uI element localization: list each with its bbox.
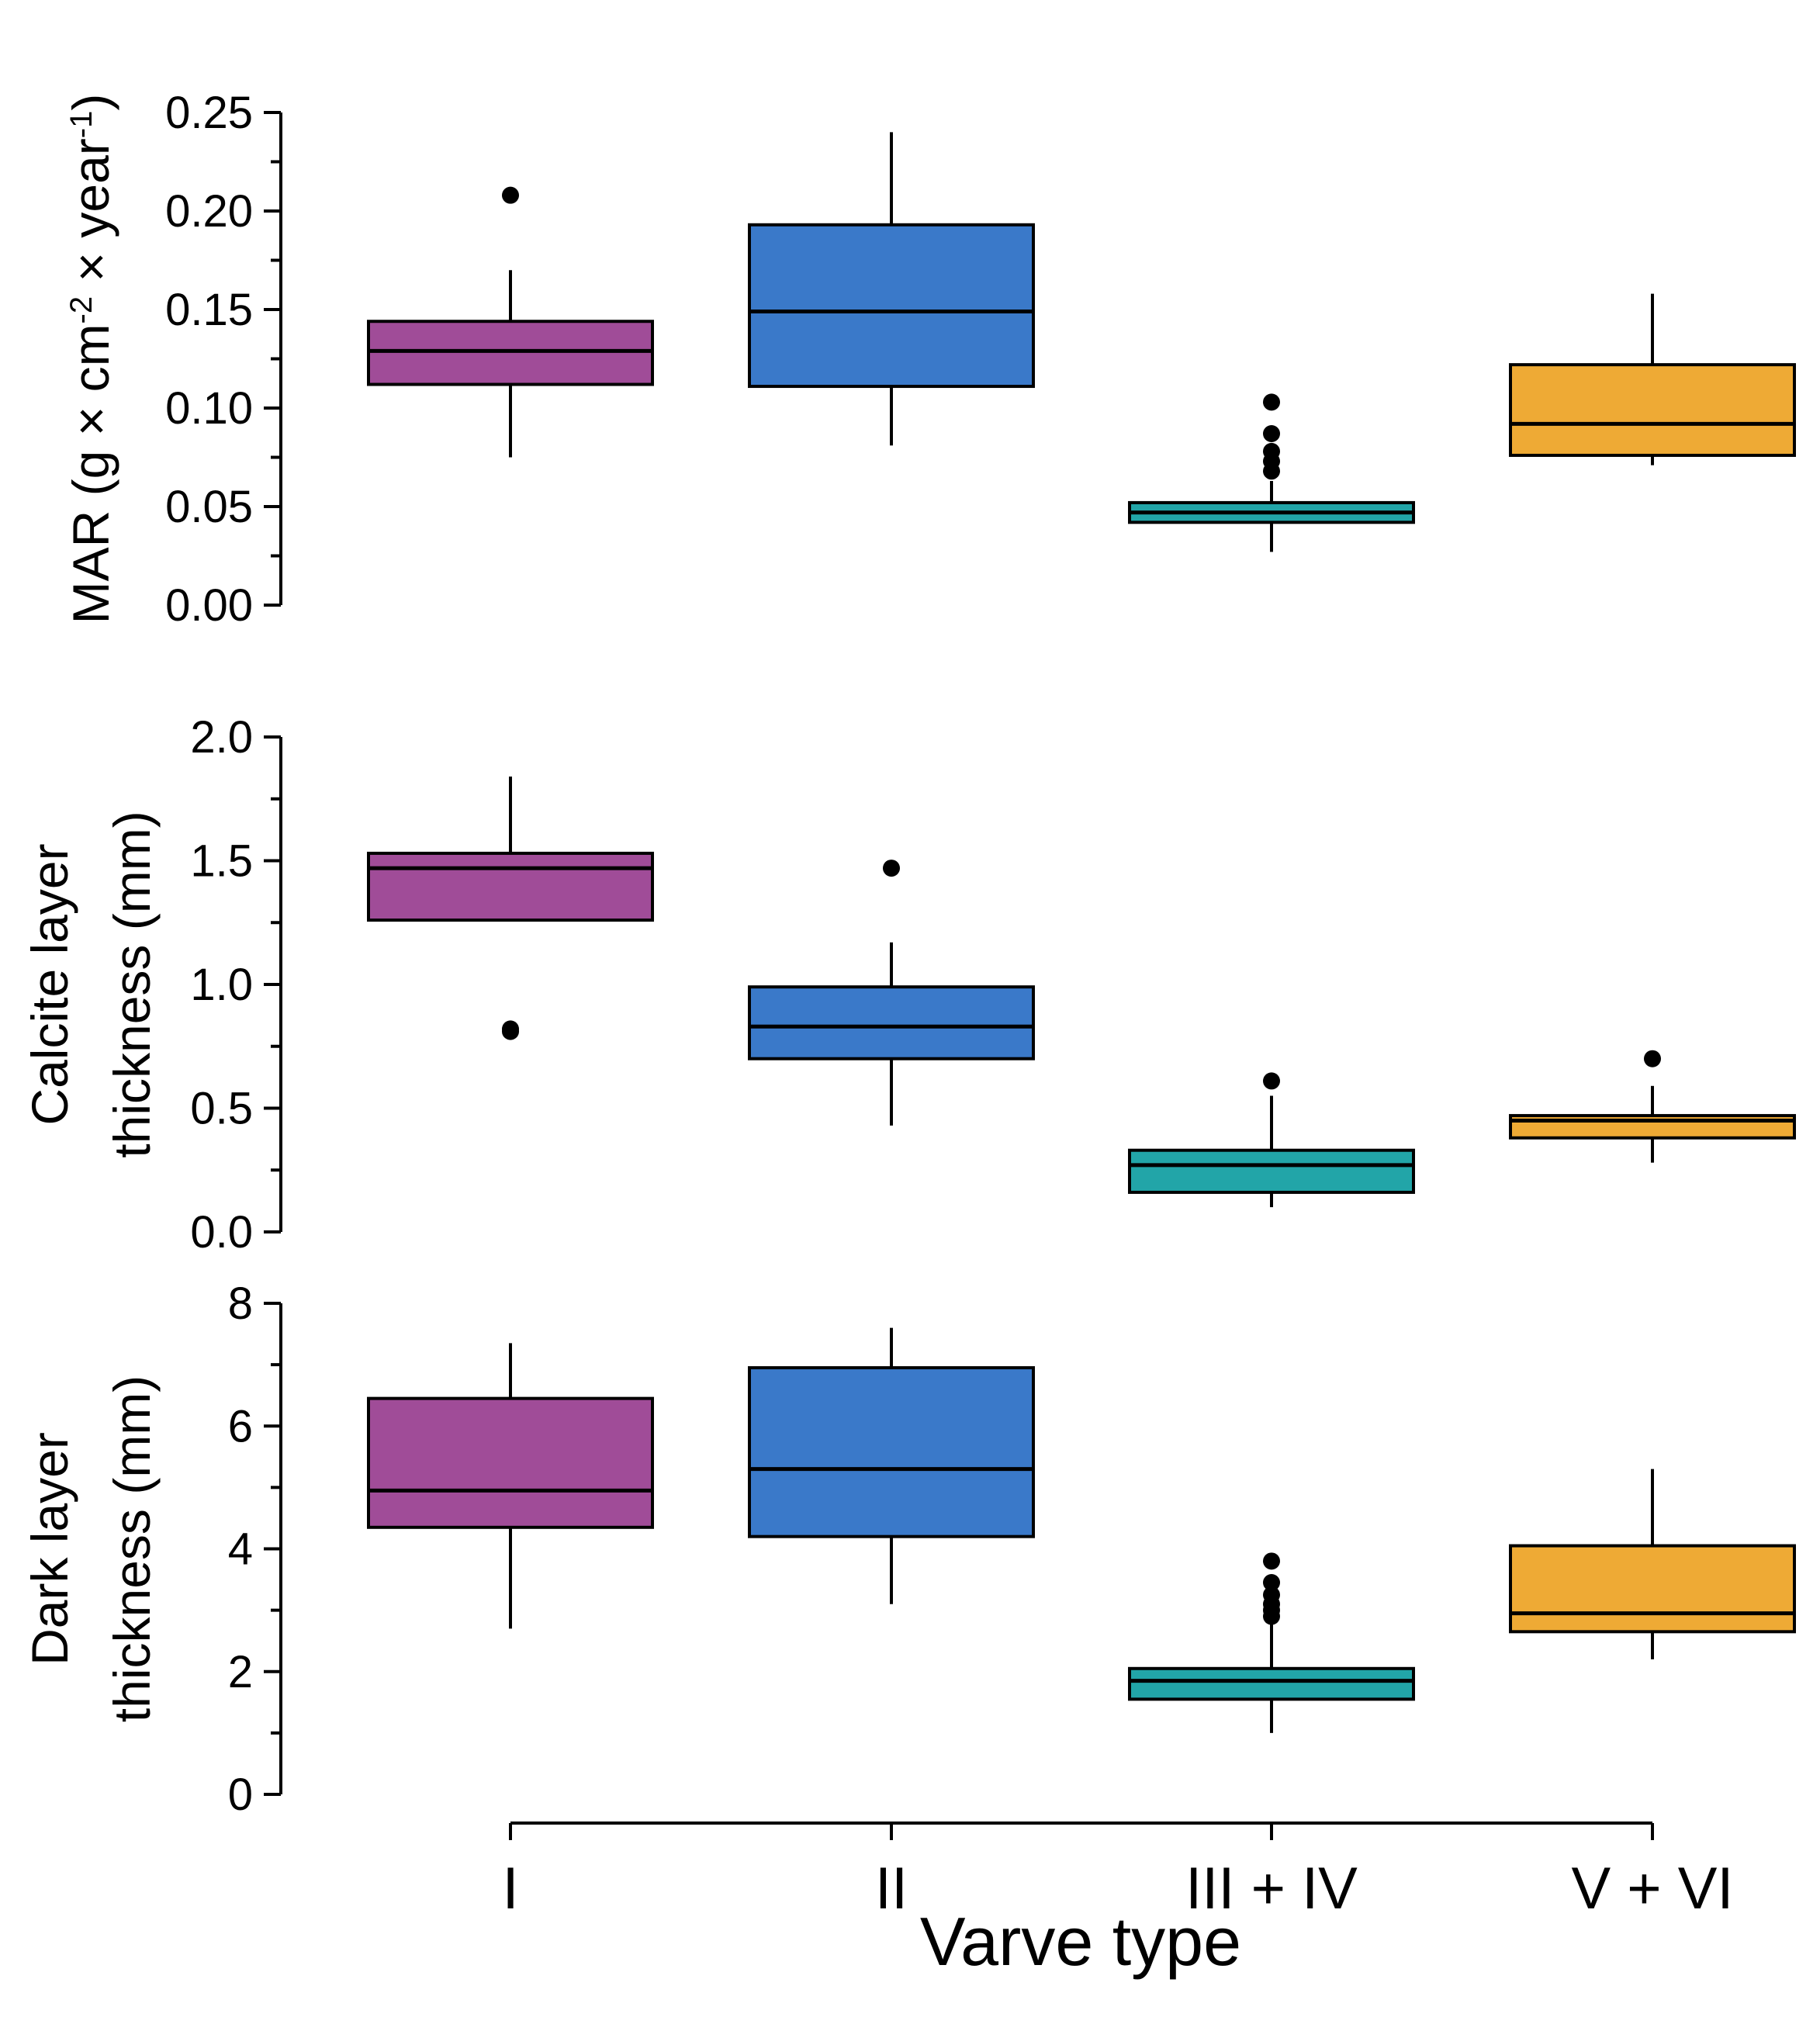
- box-dark-2: [1128, 1552, 1415, 1733]
- y-axis-label: MAR (g × cm-2 × year-1): [62, 94, 119, 624]
- box-dark-0: [367, 1343, 654, 1629]
- x-axis-title: Varve type: [920, 1903, 1241, 1980]
- y-axis-label: Calcite layer: [21, 843, 78, 1125]
- y-tick-label: 0.00: [165, 580, 253, 631]
- panel-calcite: 0.0 0.5 1.0 1.5 2.0 Calcite layer thickness (m…: [21, 712, 1796, 1258]
- box-mar-0: [367, 186, 654, 458]
- y-tick-label: 6: [228, 1401, 253, 1451]
- outlier-point: [502, 1020, 519, 1038]
- y-tick-label: 0.10: [165, 383, 253, 434]
- y-tick-label: 1.0: [190, 960, 253, 1010]
- panel-dark: 0 2 4 6 8 Dark layer thickness (mm): [21, 1278, 1796, 1820]
- y-axis-label: thickness (mm): [103, 811, 161, 1157]
- y-tick-label: 0.15: [165, 285, 253, 335]
- y-axis-label: thickness (mm): [103, 1375, 161, 1722]
- box-iqr: [1509, 363, 1796, 457]
- box-calcite-3: [1509, 1050, 1796, 1163]
- x-tick-label: III + IV: [1185, 1856, 1358, 1922]
- box-calcite-2: [1128, 1072, 1415, 1208]
- y-tick-label: 0.25: [165, 88, 253, 138]
- box-iqr: [1128, 1148, 1415, 1194]
- y-tick-label: 4: [228, 1524, 253, 1575]
- box-iqr: [1128, 1666, 1415, 1701]
- box-calcite-0: [367, 777, 654, 1040]
- box-iqr: [748, 985, 1035, 1060]
- box-mar-2: [1128, 393, 1415, 552]
- outlier-point: [1263, 1072, 1280, 1090]
- box-dark-3: [1509, 1469, 1796, 1659]
- box-iqr: [367, 1396, 654, 1529]
- box-mar-3: [1509, 293, 1796, 465]
- y-tick-label: 2: [228, 1647, 253, 1697]
- outlier-point: [502, 186, 519, 204]
- box-iqr: [748, 1366, 1035, 1538]
- box-dark-1: [748, 1327, 1035, 1604]
- outlier-point: [1263, 393, 1280, 411]
- x-axis: Varve type I II III + IV V + VI: [502, 1822, 1734, 1980]
- panel-mar: 0.00 0.05 0.10 0.15 0.20 0.25 MAR (g × cm-2 × …: [62, 88, 1796, 631]
- box-iqr: [1509, 1544, 1796, 1634]
- outlier-point: [1263, 425, 1280, 443]
- y-tick-label: 0.0: [190, 1207, 253, 1258]
- y-tick-label: 0.5: [190, 1084, 253, 1134]
- y-tick-label: 1.5: [190, 836, 253, 887]
- box-mar-1: [748, 132, 1035, 446]
- box-iqr: [367, 320, 654, 386]
- box-iqr: [367, 851, 654, 922]
- box-iqr: [748, 223, 1035, 389]
- y-tick-label: 0: [228, 1770, 253, 1820]
- outlier-point: [1263, 442, 1280, 460]
- y-tick-label: 8: [228, 1278, 253, 1329]
- y-tick-label: 2.0: [190, 712, 253, 763]
- y-axis-label: Dark layer: [21, 1432, 78, 1666]
- y-tick-label: 0.20: [165, 186, 253, 237]
- outlier-point: [1263, 1586, 1280, 1604]
- outlier-point: [883, 860, 900, 877]
- y-tick-label: 0.05: [165, 482, 253, 532]
- outlier-point: [1263, 1574, 1280, 1592]
- x-tick-label: II: [875, 1856, 908, 1922]
- outlier-point: [1644, 1050, 1661, 1067]
- box-calcite-1: [748, 860, 1035, 1126]
- x-tick-label: V + VI: [1571, 1856, 1733, 1922]
- outlier-point: [1263, 1552, 1280, 1570]
- x-tick-label: I: [502, 1856, 518, 1922]
